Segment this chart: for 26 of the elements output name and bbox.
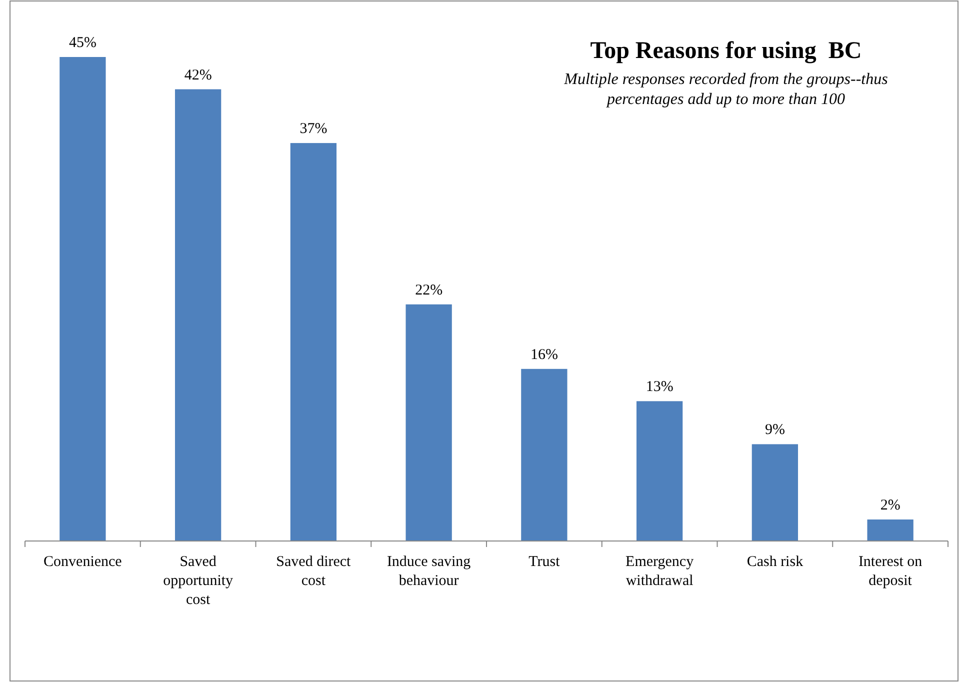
data-label: 37% (300, 121, 328, 138)
x-tick-label: Saved opportunity cost (163, 554, 234, 608)
x-tick-label: Emergency withdrawal (626, 554, 694, 589)
data-label: 13% (646, 379, 674, 396)
data-label: 16% (530, 346, 558, 363)
data-label: 42% (184, 67, 212, 84)
bar (290, 143, 337, 541)
bar (636, 401, 683, 541)
text: Multiple responses recorded from the groups--thus percentages add up to more than 100 (563, 71, 888, 108)
x-tick-label: Convenience (44, 554, 122, 570)
data-label: 2% (880, 497, 900, 514)
x-tick-label: Interest on deposit (858, 554, 923, 589)
bar (406, 304, 452, 541)
chart-title: Top Reasons for using BC (590, 38, 862, 64)
data-label: 45% (68, 35, 96, 51)
bar (174, 89, 222, 541)
data-label: 22% (415, 282, 443, 298)
bar (867, 519, 914, 541)
x-tick-label: Cash risk (746, 554, 804, 570)
x-tick-label: Induce saving behaviour (386, 554, 472, 589)
data-label: 9% (764, 422, 785, 438)
bar (752, 444, 798, 541)
bar (60, 57, 106, 541)
x-tick-label: Trust (528, 554, 561, 570)
bar (521, 368, 568, 541)
x-tick-label: Saved direct cost (276, 554, 352, 589)
